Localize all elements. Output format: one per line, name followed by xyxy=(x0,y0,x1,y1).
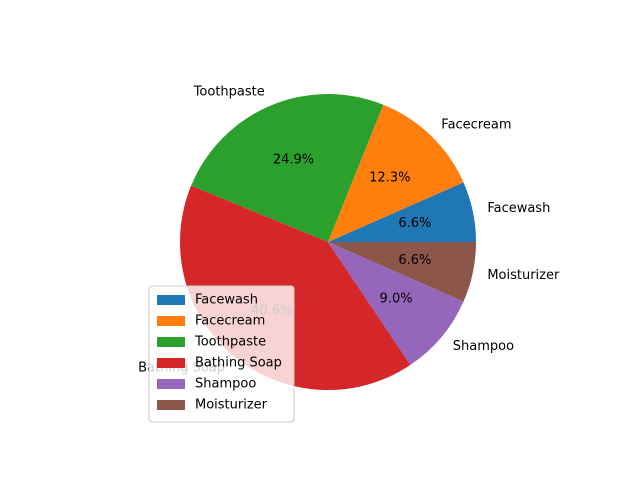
slice-label-toothpaste: Toothpaste xyxy=(193,84,265,99)
slice-label-facecream: Facecream xyxy=(441,118,511,133)
legend-swatch-bathing-soap xyxy=(157,358,185,368)
legend-swatch-facecream xyxy=(157,316,185,326)
legend-label-moisturizer: Moisturizer xyxy=(195,398,268,413)
pie-slice-facecream xyxy=(328,104,464,242)
pie-slice-moisturizer xyxy=(328,242,476,302)
pie-slice-toothpaste xyxy=(191,94,384,242)
legend-swatch-moisturizer xyxy=(157,400,185,410)
slice-label-shampoo: Shampoo xyxy=(453,339,514,354)
percent-label-facewash: 6.6% xyxy=(398,216,431,231)
legend-swatch-toothpaste xyxy=(157,337,185,347)
pie-slice-shampoo xyxy=(328,242,464,365)
legend: Facewash Facecream Toothpaste Bathing Soap S… xyxy=(148,285,295,423)
percent-label-toothpaste: 24.9% xyxy=(273,153,314,168)
legend-swatch-facewash xyxy=(157,295,185,305)
legend-label-bathing-soap: Bathing Soap xyxy=(195,356,282,371)
legend-swatch-shampoo xyxy=(157,379,185,389)
pie-slices xyxy=(179,94,476,391)
pie-slice-facewash xyxy=(328,182,476,242)
slice-label-facewash: Facewash xyxy=(487,201,550,216)
legend-label-toothpaste: Toothpaste xyxy=(194,335,266,350)
legend-label-facewash: Facewash xyxy=(195,293,258,308)
legend-box xyxy=(148,285,295,423)
legend-label-shampoo: Shampoo xyxy=(195,377,256,392)
slice-label-moisturizer: Moisturizer xyxy=(487,268,560,283)
percent-label-shampoo: 9.0% xyxy=(380,292,413,307)
legend-label-facecream: Facecream xyxy=(195,314,265,329)
percent-label-moisturizer: 6.6% xyxy=(398,253,431,268)
percent-label-facecream: 12.3% xyxy=(369,171,410,186)
